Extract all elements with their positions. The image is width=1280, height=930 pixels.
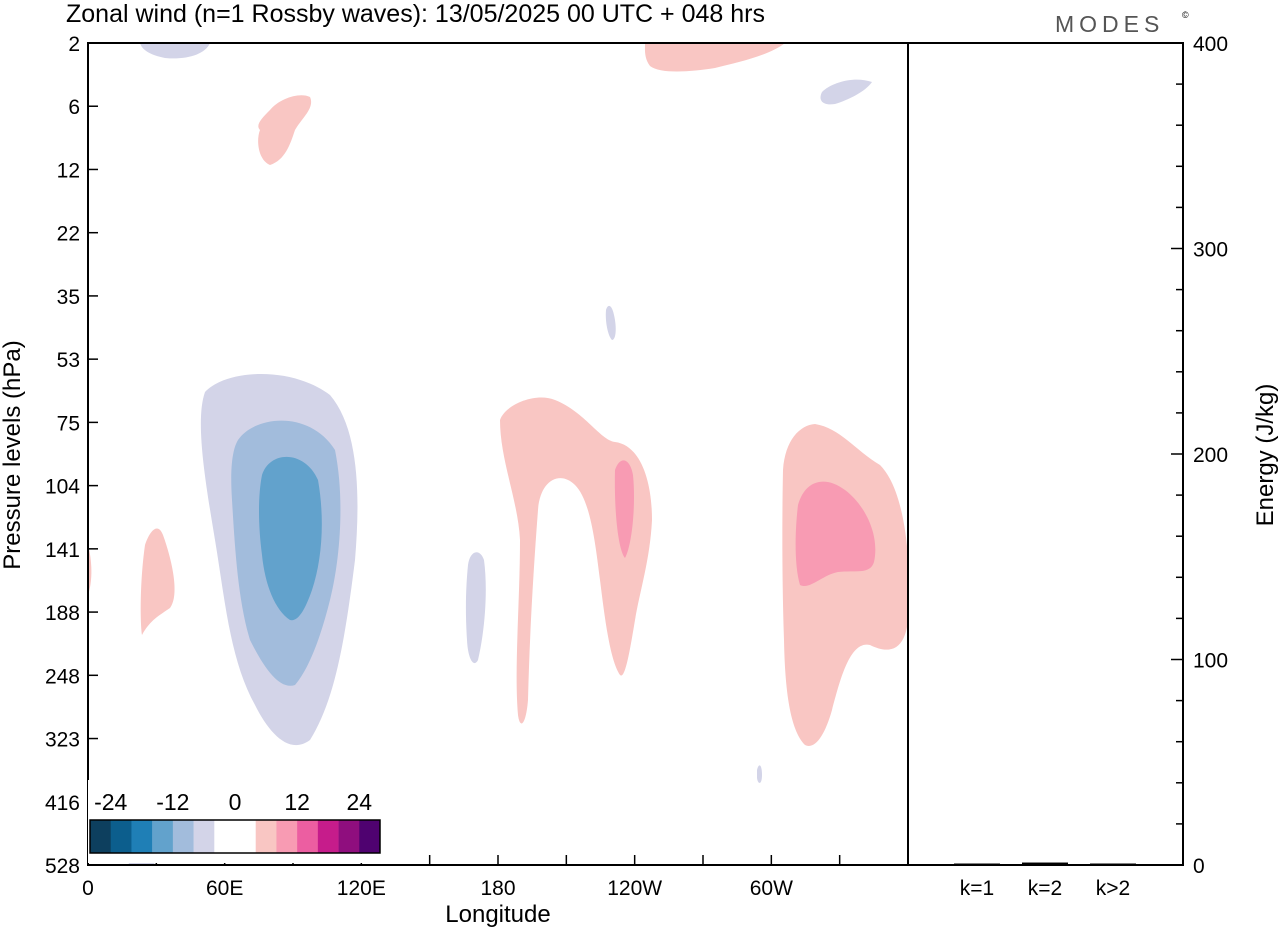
colorbar-swatch [90, 820, 112, 853]
y-tick-label: 22 [57, 223, 80, 246]
y-tick-label: 141 [45, 539, 80, 562]
contour-pos-30e [140, 528, 175, 635]
energy-bar [954, 863, 1000, 865]
energy-tick-label: 200 [1193, 444, 1228, 467]
energy-category-label: k>2 [1096, 877, 1130, 900]
y-tick-label: 188 [45, 602, 80, 625]
x-tick-label: 120E [337, 877, 386, 900]
y-tick-label: 323 [45, 729, 80, 752]
y-tick-label: 248 [45, 665, 80, 688]
contour-pos-dateline [500, 397, 652, 724]
y-tick-label: 416 [45, 792, 80, 815]
colorbar-tick-label: 0 [229, 789, 242, 815]
energy-panel-frame [907, 42, 1184, 866]
x-tick-label: 180 [480, 877, 515, 900]
colorbar-swatch [193, 820, 215, 853]
energy-tick-label: 0 [1193, 855, 1205, 878]
contour-neg-180 [465, 552, 486, 664]
y-tick-label: 53 [57, 349, 80, 372]
x-tick-label: 60W [750, 877, 793, 900]
x-axis-label: Longitude [445, 901, 550, 928]
colorbar-frame [89, 819, 381, 854]
colorbar-swatch [172, 820, 194, 853]
contour-neg-inner [259, 456, 322, 621]
x-tick-label: 60E [206, 877, 243, 900]
colorbar-swatch [255, 820, 277, 853]
contour-pos-60w-inner [795, 481, 876, 587]
y-tick-label: 35 [57, 286, 80, 309]
energy-category-label: k=2 [1028, 877, 1062, 900]
y-tick-label: 104 [45, 476, 80, 499]
energy-bar [1090, 863, 1136, 865]
x-tick-label: 120W [607, 877, 662, 900]
y-tick-label: 12 [57, 159, 80, 182]
energy-axis-ticks: 0 100 200 300 400 [1171, 33, 1228, 878]
colorbar-swatch [214, 820, 236, 853]
colorbar-swatch [338, 820, 360, 853]
contour-neg-60w-top [820, 79, 872, 105]
contour-plot [88, 43, 908, 865]
colorbar-swatch [317, 820, 339, 853]
energy-axis-label: Energy (J/kg) [1252, 384, 1279, 527]
y-tick-label: 75 [57, 412, 80, 435]
colorbar-swatch [276, 820, 298, 853]
y-axis-ticks: 2 6 12 22 35 53 75 104 141 188 248 323 416 528 [45, 33, 98, 878]
colorbar-tick-label: 24 [346, 789, 372, 815]
colorbar-swatch [110, 820, 132, 853]
contour-pos-top [644, 43, 785, 72]
x-axis-ticks: 0 60E 120E 180 120W 60W [82, 855, 909, 900]
energy-bar [1022, 862, 1068, 865]
contour-neg-416 [757, 765, 762, 783]
x-tick-label: 0 [82, 877, 94, 900]
contour-neg-35 [605, 305, 616, 340]
colorbar-swatch [359, 820, 381, 853]
energy-tick-label: 400 [1193, 33, 1228, 56]
y-axis-label: Pressure levels (hPa) [0, 340, 26, 569]
energy-category-label: k=1 [960, 877, 994, 900]
colorbar-swatch [297, 820, 319, 853]
y-tick-label: 2 [68, 33, 80, 56]
colorbar-legend: -24 -12 0 12 24 [88, 780, 382, 863]
colorbar-swatch [235, 820, 257, 853]
colorbar-tick-label: 12 [284, 789, 310, 815]
energy-tick-label: 100 [1193, 650, 1228, 673]
contour-pos-120w-inner [614, 460, 635, 558]
colorbar-tick-label: -12 [156, 789, 189, 815]
y-tick-label: 528 [45, 855, 80, 878]
colorbar-swatch [152, 820, 174, 853]
energy-tick-label: 300 [1193, 239, 1228, 262]
copyright-mark: © [1182, 10, 1189, 20]
contour-neg-top-left [140, 43, 210, 59]
modes-logo: MODES [1055, 11, 1164, 37]
energy-bars: k=1 k=2 k>2 [954, 862, 1136, 900]
colorbar-tick-label: -24 [94, 789, 127, 815]
chart-title: Zonal wind (n=1 Rossby waves): 13/05/202… [66, 0, 765, 28]
y-tick-label: 6 [68, 96, 80, 119]
contour-pos-6hpa [258, 95, 312, 165]
colorbar-swatch [131, 820, 153, 853]
